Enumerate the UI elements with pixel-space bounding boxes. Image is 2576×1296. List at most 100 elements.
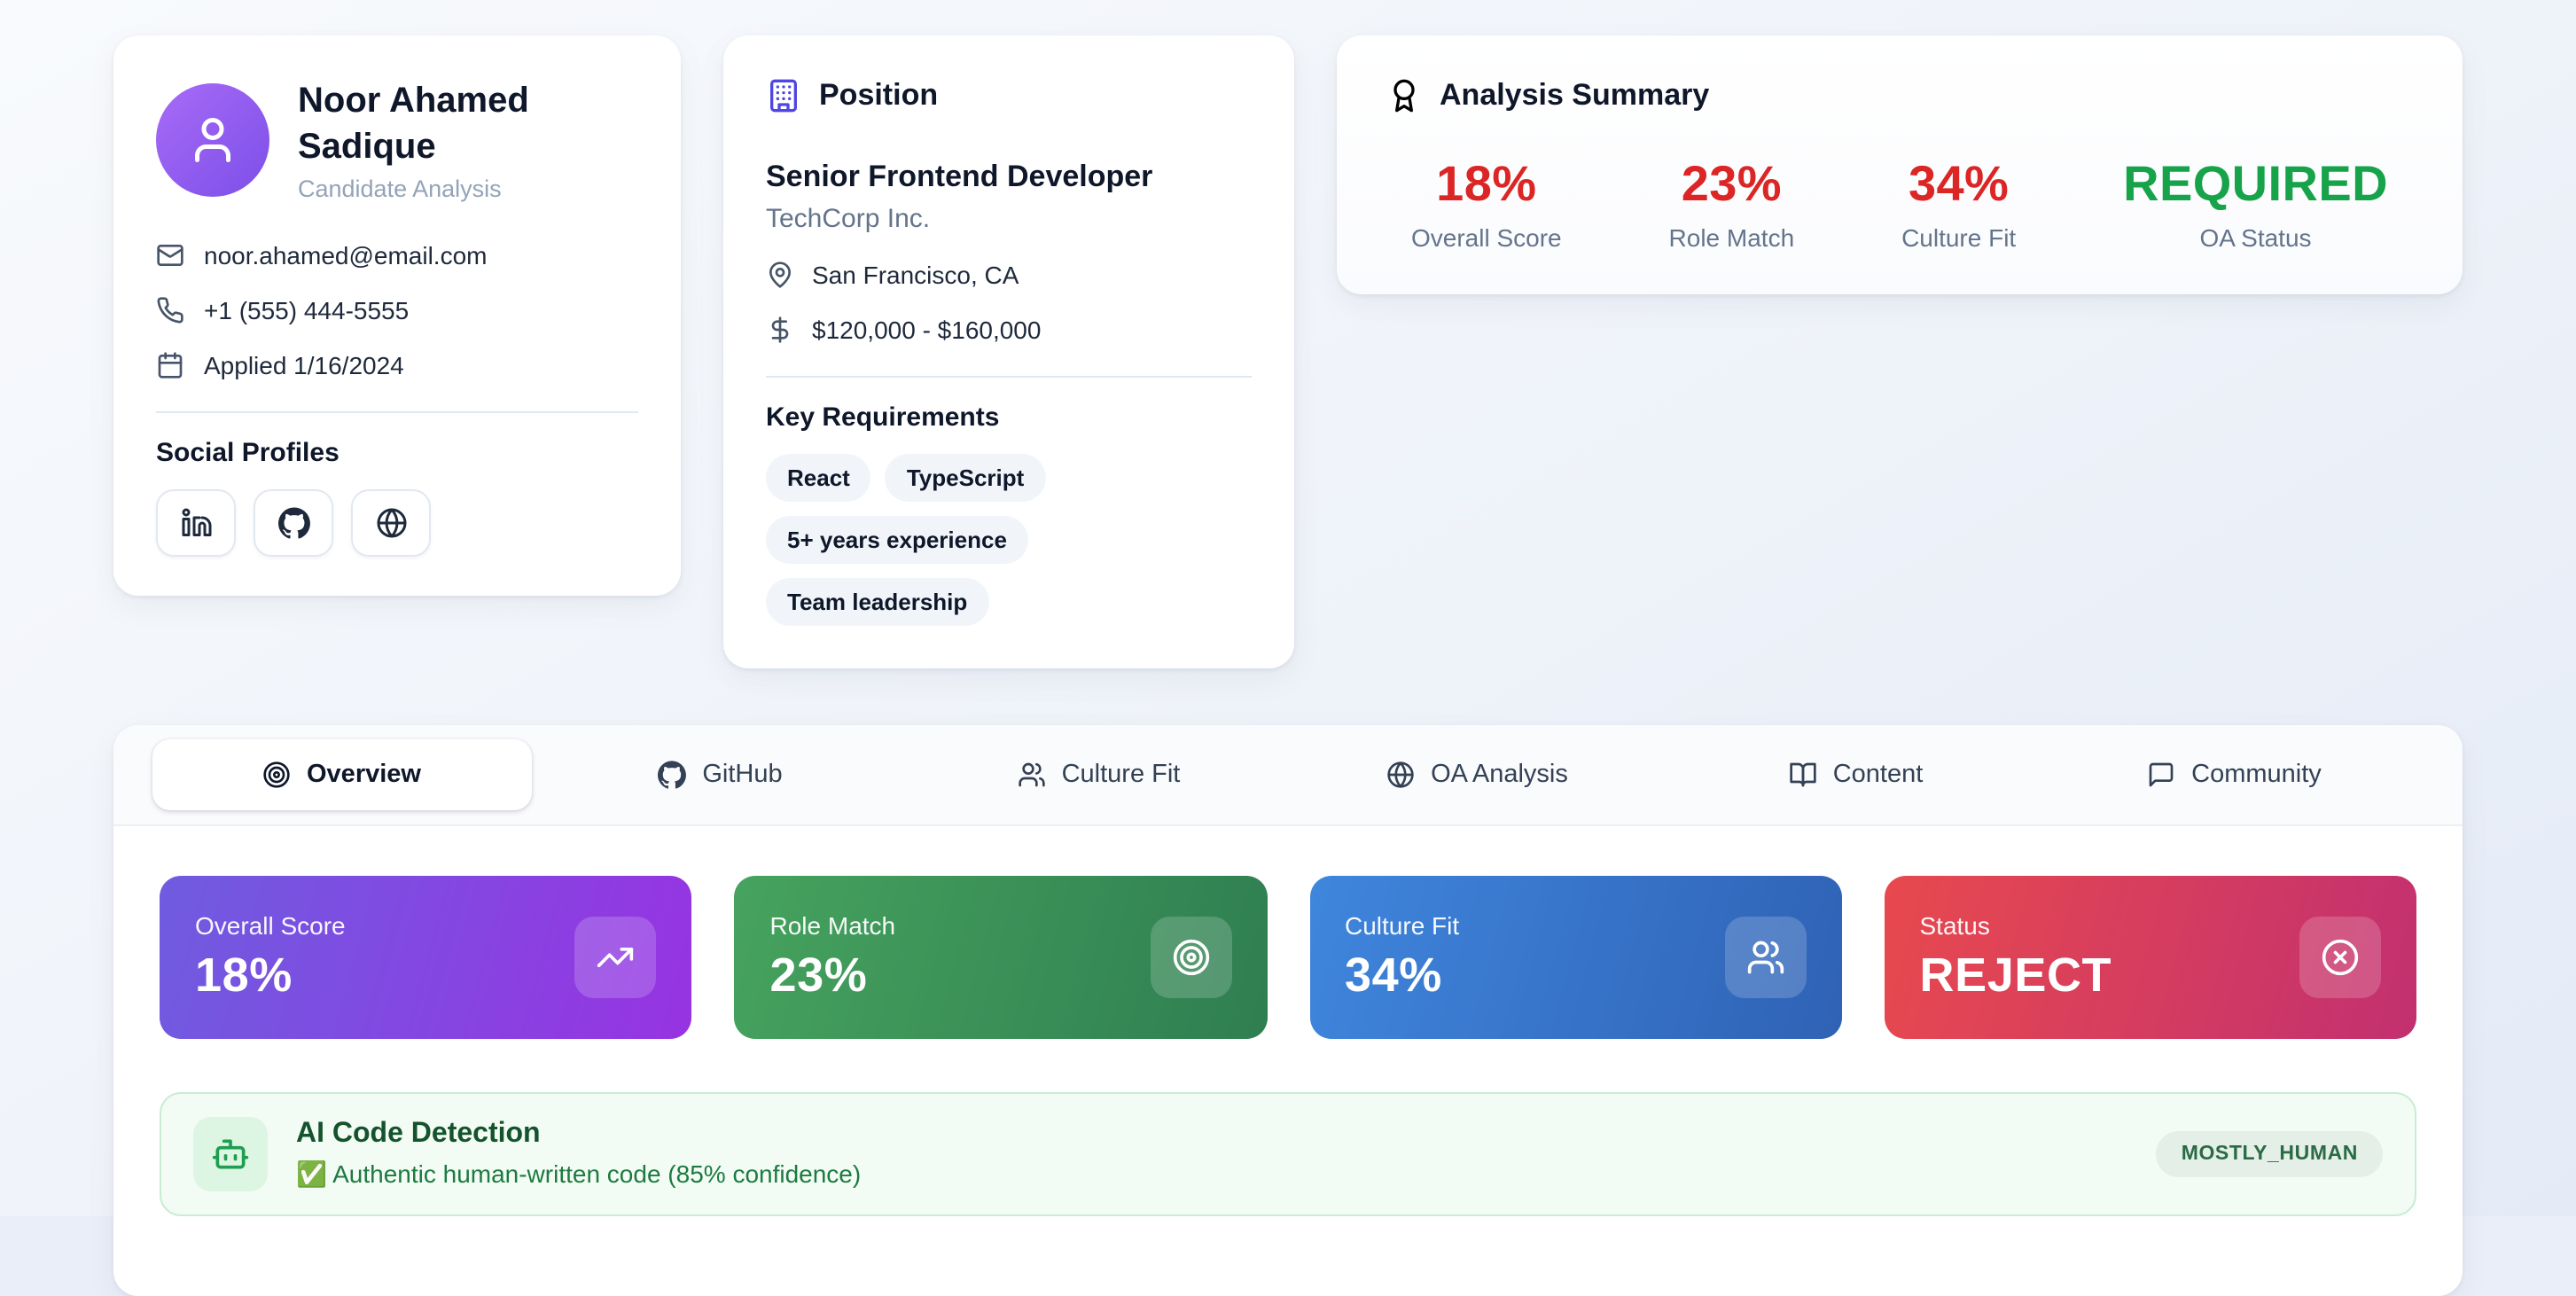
summary-stats-row: 18% Overall Score 23% Role Match 34% Cul… <box>1386 156 2413 252</box>
role-match-card: Role Match 23% <box>734 876 1267 1039</box>
divider <box>766 376 1252 378</box>
email-row: noor.ahamed@email.com <box>156 241 638 269</box>
github-button[interactable] <box>254 489 333 557</box>
stat-icon-box <box>2299 917 2381 998</box>
tab-community[interactable]: Community <box>2045 739 2424 810</box>
tab-github[interactable]: GitHub <box>531 739 909 810</box>
requirements-tags: React TypeScript 5+ years experience Tea… <box>766 454 1252 626</box>
candidate-phone: +1 (555) 444-5555 <box>204 296 410 324</box>
github-icon <box>277 507 309 539</box>
social-profiles-heading: Social Profiles <box>156 438 340 468</box>
social-links-row <box>156 489 638 557</box>
culture-fit-card: Culture Fit 34% <box>1309 876 1842 1039</box>
candidate-name: Noor Ahamed Sadique <box>298 82 529 167</box>
candidate-card: Noor Ahamed Sadique Candidate Analysis n… <box>113 35 681 596</box>
tab-culture-fit[interactable]: Culture Fit <box>909 739 1288 810</box>
stat-value: 23% <box>1681 156 1782 211</box>
tab-label: Overview <box>307 761 421 789</box>
stat-icon-box <box>1724 917 1807 998</box>
position-location: San Francisco, CA <box>812 261 1019 289</box>
requirement-tag: React <box>766 454 871 502</box>
tab-label: Community <box>2191 761 2322 789</box>
requirement-tag: TypeScript <box>885 454 1046 502</box>
bot-icon <box>212 1139 249 1169</box>
bot-icon-box <box>193 1117 268 1191</box>
position-title: Senior Frontend Developer <box>766 160 1153 193</box>
salary-row: $120,000 - $160,000 <box>766 316 1252 344</box>
trending-up-icon <box>597 948 634 967</box>
position-company: TechCorp Inc. <box>766 204 931 234</box>
overall-score-card: Overall Score 18% <box>160 876 692 1039</box>
website-button[interactable] <box>351 489 431 557</box>
stat-label: OA Status <box>2199 223 2312 252</box>
candidate-email: noor.ahamed@email.com <box>204 241 488 269</box>
ai-detection-badge: MOSTLY_HUMAN <box>2156 1131 2383 1177</box>
stat-card-value: 18% <box>195 949 293 1002</box>
stat-card-label: Overall Score <box>195 911 346 940</box>
role-match-stat: 23% Role Match <box>1669 156 1795 252</box>
mail-icon <box>157 245 183 266</box>
stat-icon-box <box>574 917 657 998</box>
stat-value: 34% <box>1908 156 2010 211</box>
stat-card-label: Status <box>1919 911 1990 940</box>
stat-text: Status REJECT <box>1920 911 2112 1003</box>
globe-icon <box>376 508 406 538</box>
tab-content[interactable]: Content <box>1667 739 2045 810</box>
ai-code-detection-banner: AI Code Detection ✅ Authentic human-writ… <box>160 1092 2416 1216</box>
analysis-summary-card: Analysis Summary 18% Overall Score 23% R… <box>1337 35 2463 294</box>
stat-card-value: 23% <box>769 949 868 1002</box>
linkedin-icon <box>181 508 211 536</box>
avatar <box>156 83 269 197</box>
candidate-applied-date: Applied 1/16/2024 <box>204 351 404 379</box>
map-pin-icon <box>769 262 791 288</box>
book-open-icon <box>1790 762 1816 787</box>
status-card: Status REJECT <box>1884 876 2416 1039</box>
position-card: Position Senior Frontend Developer TechC… <box>723 35 1294 668</box>
requirement-tag: Team leadership <box>766 578 989 626</box>
stat-card-label: Role Match <box>769 911 896 940</box>
stat-value: 18% <box>1436 156 1537 211</box>
phone-icon <box>157 297 183 324</box>
globe-icon <box>1387 761 1414 788</box>
overall-score-stat: 18% Overall Score <box>1411 156 1562 252</box>
stat-value: REQUIRED <box>2123 156 2388 211</box>
overview-tab-content: Overall Score 18% Role Match 23% <box>113 826 2463 1266</box>
top-cards-row: Noor Ahamed Sadique Candidate Analysis n… <box>113 35 2463 668</box>
applied-row: Applied 1/16/2024 <box>156 351 638 379</box>
phone-row: +1 (555) 444-5555 <box>156 296 638 324</box>
position-salary: $120,000 - $160,000 <box>812 316 1042 344</box>
stat-text: Role Match 23% <box>770 911 896 1003</box>
tab-label: Culture Fit <box>1061 761 1181 789</box>
stat-card-value: REJECT <box>1919 949 2112 1002</box>
position-heading: Position <box>819 78 939 112</box>
tab-oa-analysis[interactable]: OA Analysis <box>1288 739 1667 810</box>
candidate-name-block: Noor Ahamed Sadique Candidate Analysis <box>298 78 638 202</box>
ai-detection-title: AI Code Detection <box>296 1119 541 1149</box>
users-icon <box>1747 941 1784 974</box>
position-header: Position <box>766 78 1252 113</box>
stat-label: Overall Score <box>1411 223 1562 252</box>
calendar-icon <box>158 352 183 379</box>
github-icon <box>658 761 687 789</box>
ai-detection-result: ✅ Authentic human-written code (85% conf… <box>296 1159 862 1188</box>
award-icon <box>1393 79 1415 113</box>
divider <box>156 411 638 413</box>
location-row: San Francisco, CA <box>766 261 1252 289</box>
stat-text: Culture Fit 34% <box>1345 911 1459 1003</box>
tabs-card: Overview GitHub Culture Fit OA Analysis … <box>113 725 2463 1296</box>
culture-fit-stat: 34% Culture Fit <box>1901 156 2016 252</box>
user-icon <box>195 118 230 162</box>
tab-overview[interactable]: Overview <box>152 739 531 810</box>
tab-label: GitHub <box>702 761 783 789</box>
candidate-header: Noor Ahamed Sadique Candidate Analysis <box>156 78 638 202</box>
analysis-summary-heading: Analysis Summary <box>1440 78 1710 112</box>
overview-stat-cards: Overall Score 18% Role Match 23% <box>160 876 2416 1039</box>
target-icon <box>263 761 290 788</box>
linkedin-button[interactable] <box>156 489 236 557</box>
key-requirements-heading: Key Requirements <box>766 402 1000 433</box>
x-circle-icon <box>2322 939 2359 976</box>
oa-status-stat: REQUIRED OA Status <box>2123 156 2388 252</box>
target-icon <box>1172 939 1209 976</box>
stat-icon-box <box>1150 917 1231 998</box>
